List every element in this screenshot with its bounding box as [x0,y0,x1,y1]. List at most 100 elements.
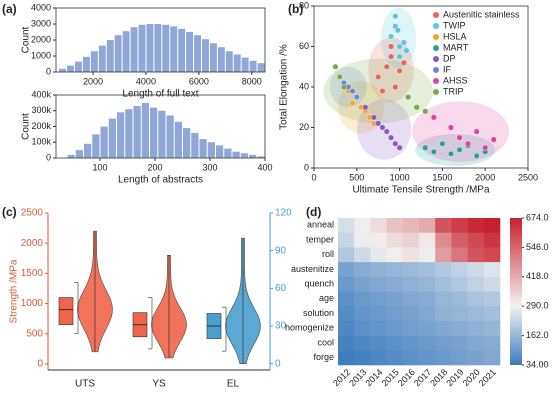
cluster-region [368,37,414,103]
heat-cell [338,350,355,366]
heat-cell [483,218,501,233]
point [349,88,356,95]
col-label: 2018 [428,367,449,388]
heat-cell [451,247,468,263]
heat-cell [451,291,468,307]
heat-cell [451,232,468,248]
heat-cell [451,320,468,336]
x-tick-label: 400 [257,162,272,172]
x-tick-label: 8000 [242,76,262,86]
x-tick-label: 2000 [83,76,103,86]
heat-cell [419,276,436,292]
bar [166,115,174,158]
point [394,27,401,34]
legend-label: Austenitic stainless [443,9,520,19]
x-axis-label: Length of abstracts [118,175,203,186]
x-axis-label: Ultimate Tensile Strength /MPa [352,185,490,196]
bar [233,54,241,72]
point [349,100,356,107]
heat-cell [483,350,501,366]
heat-cell [354,218,371,233]
heat-cell [386,291,404,307]
point [375,73,382,80]
heat-cell [370,218,387,233]
bar [114,35,122,72]
bar [138,24,146,72]
point [370,114,377,121]
point [405,94,412,101]
bar [82,56,90,72]
heat-cell [354,291,371,307]
point [388,33,395,40]
point [379,88,386,95]
bar [98,45,106,72]
heat-cell [402,291,420,307]
point [430,114,437,121]
y-tick-label: 2500 [21,208,44,219]
legend-label: TWIP [443,20,466,30]
legend-marker [433,89,439,95]
heat-cell [338,218,355,233]
row-label: forge [313,352,334,362]
heat-cell [451,335,468,351]
heat-cell [467,335,485,351]
y-tick-label: 3000 [31,18,51,28]
point [379,124,386,131]
heat-cell [386,335,404,351]
panel-label: (a) [2,2,17,16]
legend-label: MART [443,42,469,52]
heat-cell [338,262,355,278]
x-tick-label: 1000 [390,172,410,182]
col-label: 2021 [477,367,498,388]
y-tick-label: 100k [31,137,51,147]
point [396,67,403,74]
heat-cell [354,306,371,322]
point [388,53,395,60]
colorbar-tick-label: 162.0 [526,330,549,340]
heat-cell [435,350,452,366]
bar [249,154,257,158]
bar [257,156,265,158]
heat-cell [467,291,485,307]
bar [146,24,154,72]
row-label: solution [303,308,334,318]
heat-cell [451,276,468,292]
heat-cell [419,350,436,366]
y2-tick-label: 0 [275,358,281,369]
y2-tick-label: 30 [275,321,287,332]
bar [106,40,114,72]
y-tick-label: 2000 [31,34,51,44]
legend-marker [433,34,439,40]
heat-cell [402,276,420,292]
bar [117,112,125,158]
colorbar-tick-label: 290.0 [526,301,549,311]
bar [241,57,249,72]
y-tick-label: 40 [299,81,309,91]
heat-cell [483,262,501,278]
y-tick-label: 2000 [21,238,44,249]
y-tick-label: 200k [31,121,51,131]
row-label: temper [306,234,334,244]
heat-cell [370,350,387,366]
col-label: 2015 [380,367,401,388]
bar [59,68,67,72]
col-label: 2013 [347,367,368,388]
x-tick-label: 2500 [518,172,538,182]
x-tick-label: 200 [147,162,162,172]
heat-cell [370,306,387,322]
heat-cell [354,262,371,278]
heat-cell [354,232,371,248]
point [447,150,454,157]
box [58,297,74,326]
bar [191,132,199,158]
y-tick-label: 1500 [21,268,44,279]
point [465,140,472,147]
x-tick-label: 300 [202,162,217,172]
bar [150,107,158,158]
cluster-region [323,58,434,124]
row-label: age [319,293,334,303]
heat-cell [402,306,420,322]
bar [202,39,209,72]
heat-cell [370,232,387,248]
bar [178,28,186,72]
